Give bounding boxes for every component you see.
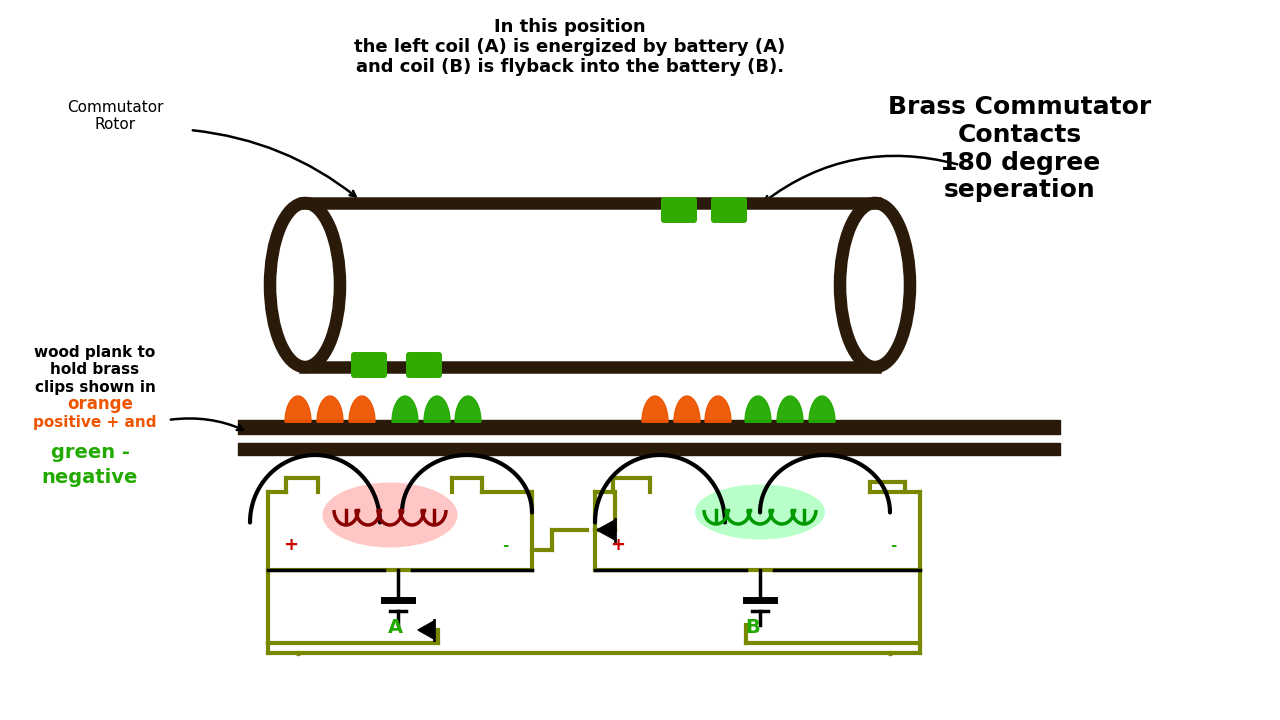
Ellipse shape — [323, 482, 457, 547]
Text: -: - — [890, 538, 896, 553]
FancyBboxPatch shape — [406, 352, 442, 378]
Text: +: + — [283, 536, 298, 554]
Polygon shape — [349, 396, 375, 422]
Ellipse shape — [695, 485, 826, 539]
Polygon shape — [643, 396, 668, 422]
Text: A: A — [388, 618, 403, 637]
Polygon shape — [424, 396, 451, 422]
Text: +: + — [611, 536, 625, 554]
FancyBboxPatch shape — [351, 352, 387, 378]
Text: the left coil (A) is energized by battery (A): the left coil (A) is energized by batter… — [355, 38, 786, 56]
Text: In this position: In this position — [494, 18, 646, 36]
Text: -: - — [502, 538, 508, 553]
Polygon shape — [454, 396, 481, 422]
FancyBboxPatch shape — [710, 197, 748, 223]
Text: positive + and: positive + and — [33, 415, 156, 430]
Polygon shape — [777, 396, 803, 422]
Text: orange: orange — [67, 395, 133, 413]
Text: Commutator
Rotor: Commutator Rotor — [67, 100, 164, 132]
FancyBboxPatch shape — [660, 197, 698, 223]
Text: and coil (B) is flyback into the battery (B).: and coil (B) is flyback into the battery… — [356, 58, 785, 76]
Text: green -: green - — [51, 443, 129, 462]
Polygon shape — [317, 396, 343, 422]
Polygon shape — [745, 396, 771, 422]
Text: B: B — [745, 618, 760, 637]
Text: negative: negative — [42, 468, 138, 487]
Polygon shape — [809, 396, 835, 422]
Polygon shape — [596, 520, 614, 540]
Polygon shape — [392, 396, 419, 422]
Polygon shape — [285, 396, 311, 422]
Text: Brass Commutator
Contacts
180 degree
seperation: Brass Commutator Contacts 180 degree sep… — [888, 95, 1152, 202]
Polygon shape — [675, 396, 700, 422]
Polygon shape — [419, 621, 434, 639]
Text: wood plank to
hold brass
clips shown in: wood plank to hold brass clips shown in — [35, 345, 156, 395]
Polygon shape — [705, 396, 731, 422]
